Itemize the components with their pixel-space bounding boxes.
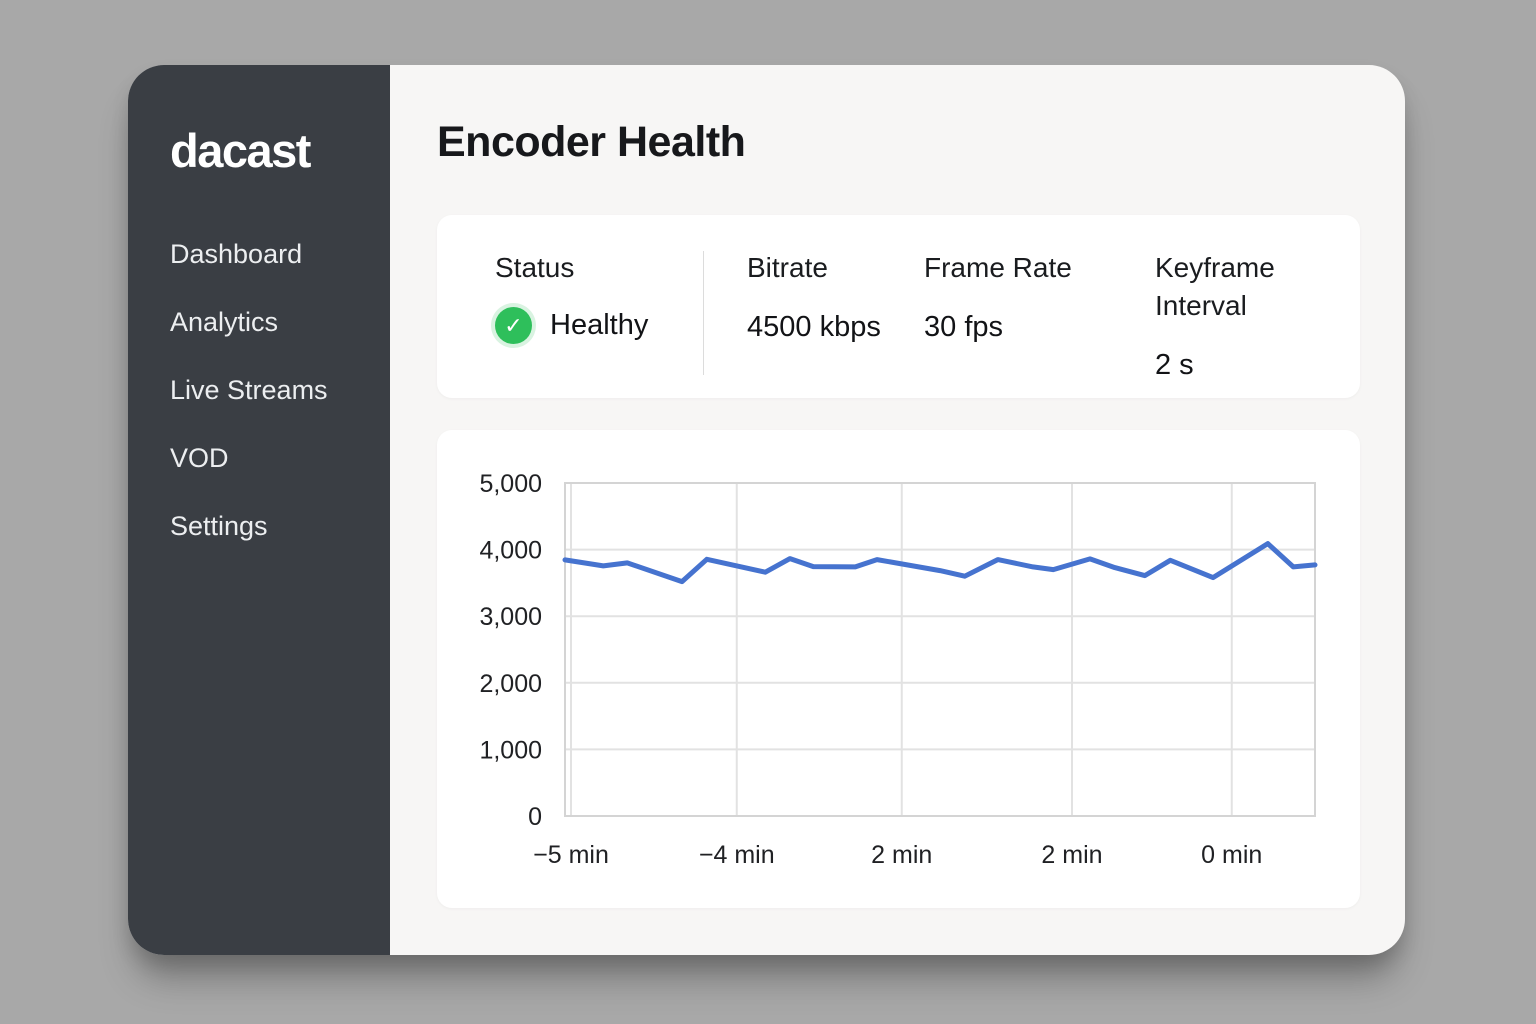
stat-status: Status ✓ Healthy: [495, 249, 703, 344]
svg-text:2,000: 2,000: [479, 670, 542, 698]
sidebar-nav: Dashboard Analytics Live Streams VOD Set…: [170, 240, 390, 540]
stat-keyframe-interval: Keyframe Interval 2 s: [1155, 249, 1305, 382]
keyframe-interval-value: 2 s: [1155, 349, 1194, 381]
sidebar-item-live-streams[interactable]: Live Streams: [170, 375, 328, 405]
bitrate-value: 4500 kbps: [747, 311, 881, 343]
app-window: dacast Dashboard Analytics Live Streams …: [128, 65, 1405, 955]
svg-text:2 min: 2 min: [871, 841, 932, 869]
svg-text:−5 min: −5 min: [533, 841, 609, 869]
frame-rate-label: Frame Rate: [924, 252, 1072, 283]
bitrate-label: Bitrate: [747, 252, 828, 283]
status-value-row: ✓ Healthy: [495, 307, 703, 344]
svg-text:0: 0: [528, 803, 542, 831]
bitrate-chart-card: 0 1,000 2,000 3,000 4,000 5,000 −5 min −4 min 2 …: [437, 430, 1360, 908]
sidebar: dacast Dashboard Analytics Live Streams …: [128, 65, 390, 955]
svg-text:3,000: 3,000: [479, 603, 542, 631]
svg-text:−4 min: −4 min: [699, 841, 775, 869]
stat-frame-rate: Frame Rate 30 fps: [924, 249, 1155, 344]
svg-text:5,000: 5,000: [479, 470, 542, 498]
encoder-stats-card: Status ✓ Healthy Bitrate 4500 kbps Frame…: [437, 215, 1360, 398]
bitrate-line-chart: 0 1,000 2,000 3,000 4,000 5,000 −5 min −4 min 2 …: [479, 470, 1318, 869]
frame-rate-value: 30 fps: [924, 311, 1003, 343]
sidebar-item-vod[interactable]: VOD: [170, 443, 229, 473]
dacast-logo: dacast: [170, 124, 311, 177]
status-label: Status: [495, 252, 575, 283]
stats-divider: [703, 251, 704, 375]
sidebar-item-settings[interactable]: Settings: [170, 511, 268, 541]
svg-text:0 min: 0 min: [1201, 841, 1262, 869]
sidebar-item-analytics[interactable]: Analytics: [170, 307, 279, 337]
svg-text:4,000: 4,000: [479, 537, 542, 565]
svg-text:1,000: 1,000: [479, 736, 542, 764]
sidebar-item-dashboard[interactable]: Dashboard: [170, 239, 303, 269]
main-content: Encoder Health Status ✓ Healthy Bitrate …: [390, 65, 1405, 955]
keyframe-interval-label: Keyframe Interval: [1155, 252, 1275, 321]
svg-text:2 min: 2 min: [1041, 841, 1102, 869]
stat-bitrate: Bitrate 4500 kbps: [747, 249, 924, 344]
check-circle-icon: ✓: [495, 307, 532, 344]
status-value: Healthy: [550, 309, 649, 341]
page-title: Encoder Health: [437, 118, 746, 166]
